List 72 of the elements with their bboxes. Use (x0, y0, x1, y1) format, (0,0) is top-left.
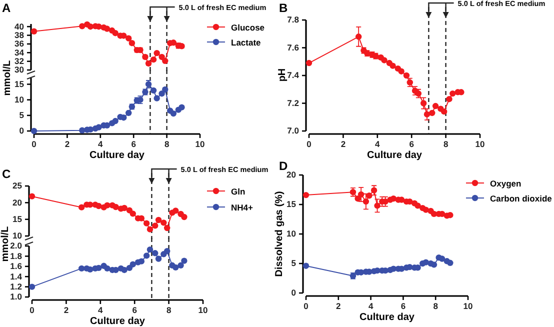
x-tick-label: 4 (98, 139, 104, 150)
x-tick-label: 2 (64, 139, 70, 150)
y-tick-label: 10 (12, 230, 22, 241)
y-tick-label: 7.4 (287, 70, 300, 80)
x-axis-title: Culture day (366, 150, 422, 161)
y-tick-label: 0 (291, 288, 296, 298)
chart-title: A (2, 1, 11, 15)
x-tick-label: 10 (195, 139, 205, 150)
y-tick-label: 1.0 (10, 292, 22, 302)
y-tick-label: 34 (14, 47, 24, 58)
legend-label: Oxygen (490, 178, 522, 188)
y-tick-label: 10 (286, 228, 296, 239)
chart-title: B (279, 1, 288, 15)
x-tick-label: 6 (132, 305, 138, 316)
x-tick-label: 8 (164, 139, 170, 150)
x-tick-label: 4 (368, 301, 374, 312)
legend-label: Gln (231, 186, 246, 196)
chart-title: C (2, 167, 11, 181)
legend-label: Carbon dioxide (490, 194, 552, 204)
y-axis-title: mmol/L (2, 60, 13, 96)
legend-label: NH4+ (231, 202, 254, 212)
x-axis-title: Culture day (359, 312, 415, 323)
y-tick-label: 2.0 (10, 240, 22, 251)
y-tick-label: 38 (14, 30, 24, 40)
x-tick-label: 6 (131, 139, 136, 150)
y-tick-label: 32 (14, 56, 24, 66)
x-tick-label: 6 (400, 301, 406, 312)
x-tick-label: 4 (375, 139, 380, 150)
y-axis-title: pH (277, 68, 288, 82)
x-tick-label: 8 (443, 139, 448, 150)
y-tick-label: 1.8 (10, 250, 22, 261)
x-tick-label: 0 (306, 139, 312, 150)
y-tick-label: 1.4 (10, 271, 22, 282)
y-tick-label: 5 (291, 258, 296, 268)
y-tick-label: 1.2 (10, 282, 22, 292)
y-tick-label: 10 (14, 94, 24, 105)
x-tick-label: 6 (409, 139, 414, 150)
y-tick-label: 20 (286, 170, 296, 180)
x-axis-title: Culture day (89, 150, 145, 161)
x-tick-label: 2 (64, 305, 69, 316)
x-tick-label: 2 (336, 301, 342, 312)
y-tick-label: 7.2 (287, 98, 300, 108)
x-tick-label: 10 (475, 139, 485, 150)
y-tick-label: 0 (19, 126, 24, 136)
legend-label: Glucose (231, 22, 265, 32)
y-tick-label: 20 (12, 197, 22, 208)
y-axis-title: Dissolved gas (%) (274, 191, 285, 277)
x-tick-label: 8 (433, 301, 438, 312)
y-axis-title: mmol/L (0, 226, 11, 262)
x-tick-label: 0 (32, 139, 37, 150)
y-tick-label: 15 (12, 214, 22, 224)
x-tick-label: 10 (463, 301, 473, 312)
x-tick-label: 0 (304, 301, 309, 312)
y-tick-label: 36 (14, 38, 24, 49)
x-tick-label: 4 (98, 305, 104, 316)
y-tick-label: 25 (12, 180, 22, 191)
x-axis-title: Culture day (90, 316, 146, 327)
y-tick-label: 7.6 (287, 42, 300, 52)
x-tick-label: 0 (30, 305, 35, 316)
x-tick-label: 8 (166, 305, 172, 316)
legend-label: Lactate (231, 38, 262, 48)
y-tick-label: 7.8 (287, 14, 300, 25)
y-tick-label: 7.0 (287, 126, 300, 136)
chart-title: D (279, 159, 288, 173)
y-tick-label: 15 (286, 199, 296, 210)
y-tick-label: 15 (14, 78, 24, 89)
y-tick-label: 40 (14, 21, 24, 32)
y-tick-label: 5 (19, 110, 24, 120)
y-tick-label: 1.6 (10, 261, 22, 272)
y-tick-label: 30 (14, 64, 24, 75)
x-tick-label: 10 (198, 305, 208, 316)
x-tick-label: 2 (340, 139, 346, 150)
